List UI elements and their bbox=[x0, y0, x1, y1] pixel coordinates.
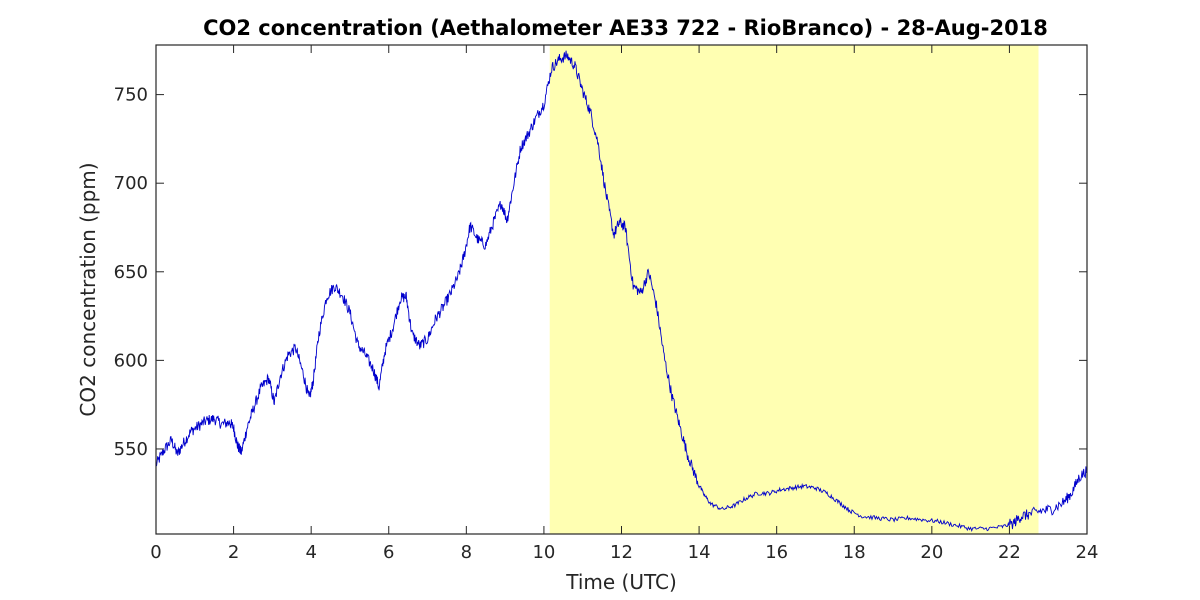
highlight-band bbox=[549, 45, 1039, 534]
x-tick-label: 6 bbox=[383, 542, 394, 563]
x-tick-label: 2 bbox=[228, 542, 239, 563]
y-axis-ticks: 550 600 650 700 750 bbox=[114, 85, 1087, 460]
x-tick-label: 8 bbox=[461, 542, 472, 563]
x-tick-label: 0 bbox=[150, 542, 161, 563]
x-tick-label: 14 bbox=[688, 542, 711, 563]
y-tick-label: 550 bbox=[114, 439, 148, 460]
y-axis-label: CO2 concentration (ppm) bbox=[76, 162, 100, 416]
x-axis-ticks: 0 2 4 6 8 10 12 14 16 18 20 22 24 bbox=[150, 45, 1098, 563]
x-tick-label: 12 bbox=[610, 542, 633, 563]
y-tick-label: 600 bbox=[114, 350, 148, 371]
chart-title: CO2 concentration (Aethalometer AE33 722… bbox=[203, 16, 1048, 40]
series-layer bbox=[155, 50, 1088, 532]
x-axis-label: Time (UTC) bbox=[565, 570, 677, 594]
x-tick-label: 16 bbox=[765, 542, 788, 563]
y-tick-label: 700 bbox=[114, 173, 148, 194]
x-tick-label: 10 bbox=[532, 542, 555, 563]
series-line bbox=[155, 50, 1088, 532]
x-tick-label: 18 bbox=[843, 542, 866, 563]
y-tick-label: 750 bbox=[114, 85, 148, 106]
y-tick-label: 650 bbox=[114, 262, 148, 283]
x-tick-label: 22 bbox=[998, 542, 1021, 563]
x-tick-label: 20 bbox=[920, 542, 943, 563]
x-tick-label: 24 bbox=[1076, 542, 1099, 563]
x-tick-label: 4 bbox=[305, 542, 316, 563]
